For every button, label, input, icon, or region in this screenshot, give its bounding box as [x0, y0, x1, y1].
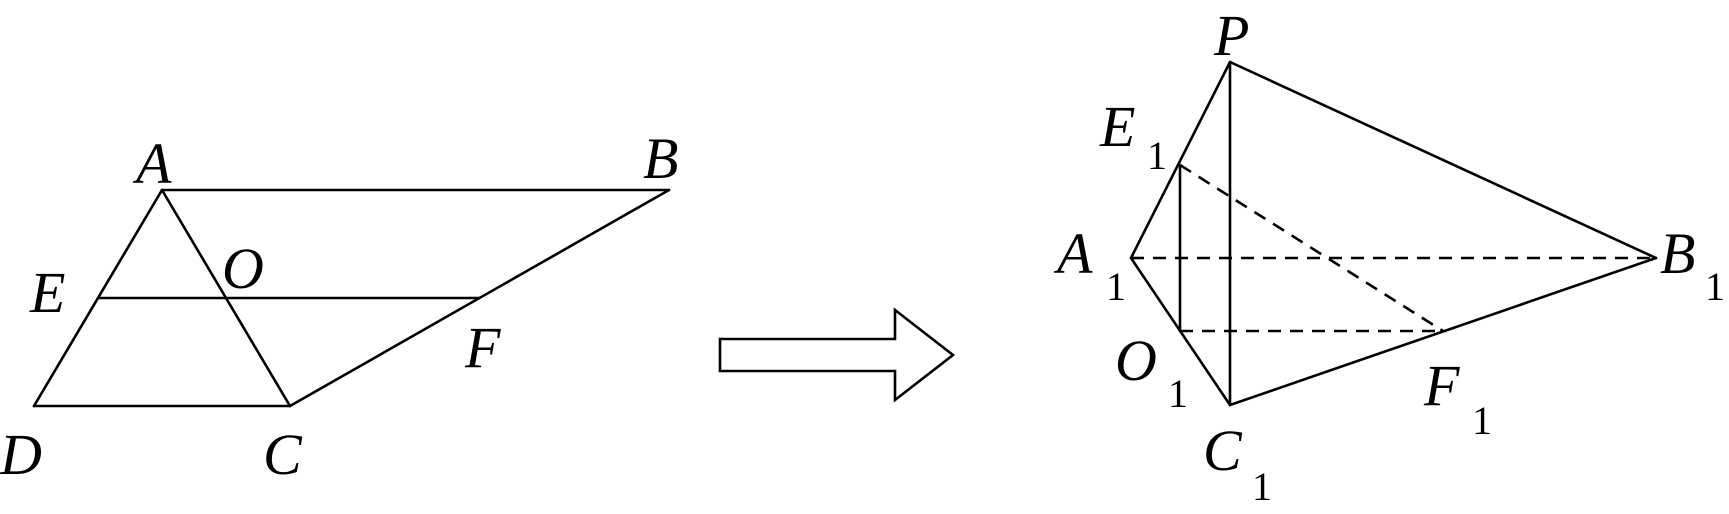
label-c1-sub: 1 [1252, 464, 1272, 509]
label-b1-sub: 1 [1705, 264, 1725, 309]
label-a1-sub: 1 [1106, 264, 1126, 309]
right-arrow-icon [718, 307, 956, 403]
label-b: B [643, 126, 678, 191]
label-f1-sub: 1 [1472, 398, 1492, 443]
label-a: A [132, 131, 172, 196]
label-c: C [263, 422, 303, 487]
right-figure: P E 1 A 1 O 1 C 1 F 1 B 1 [1053, 3, 1725, 509]
edge-c1-b1 [1228, 256, 1658, 407]
label-f: F [464, 315, 501, 380]
label-e: E [29, 260, 65, 325]
edge-p-b1 [1228, 60, 1658, 260]
edge-p-a1 [1129, 60, 1232, 260]
label-c1: C [1203, 418, 1243, 483]
label-o1: O [1115, 328, 1157, 393]
label-p: P [1213, 3, 1249, 68]
label-o1-sub: 1 [1168, 371, 1188, 416]
label-b1: B [1660, 221, 1695, 286]
segment-e1-f1-hidden [1179, 163, 1444, 333]
label-a1: A [1053, 221, 1093, 286]
left-figure: A B O E F D C [0, 126, 678, 487]
label-e1: E [1099, 94, 1135, 159]
label-d: D [0, 422, 42, 487]
label-o: O [222, 236, 264, 301]
label-e1-sub: 1 [1147, 133, 1167, 178]
label-f1: F [1423, 353, 1460, 418]
